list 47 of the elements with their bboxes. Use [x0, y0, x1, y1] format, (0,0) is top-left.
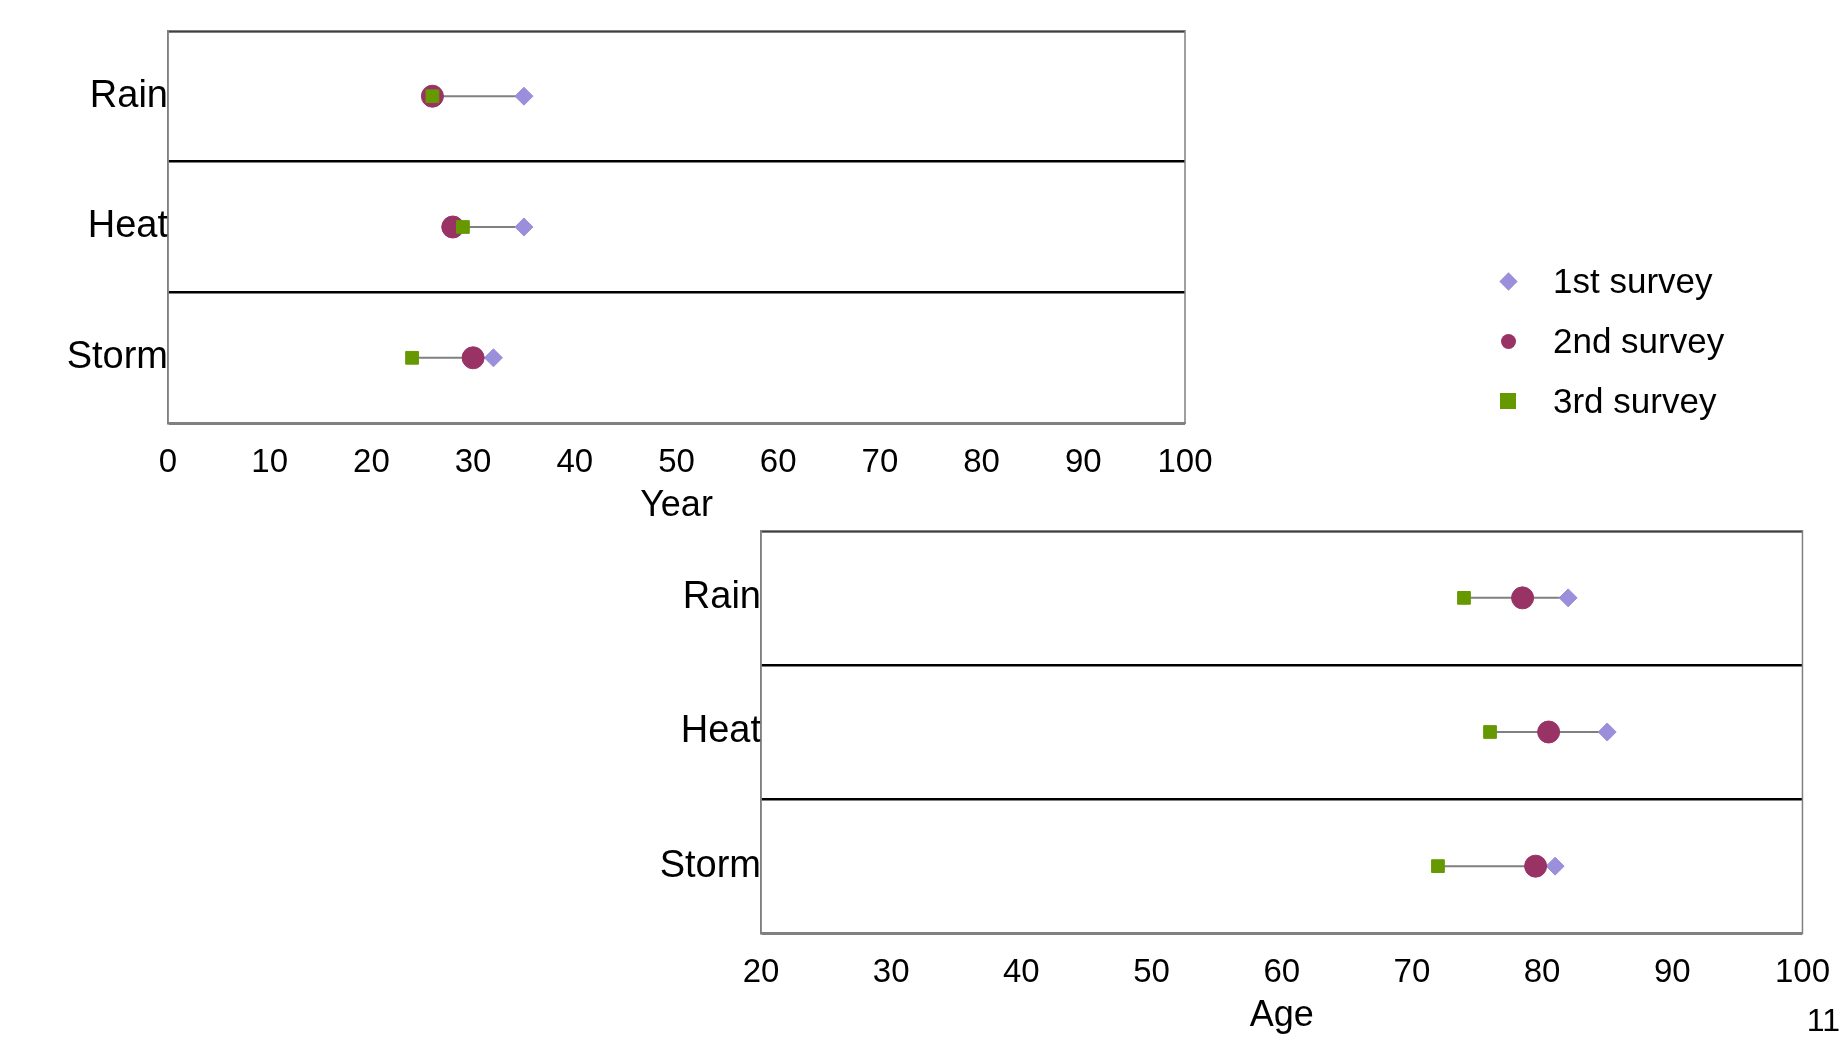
y-tick-label: Heat: [680, 708, 762, 751]
x-tick-label: 70: [1393, 952, 1431, 990]
x-tick-label: 20: [742, 952, 780, 990]
point: [456, 220, 470, 234]
y-tick-label: Storm: [66, 334, 168, 377]
legend-label: 2nd survey: [1553, 321, 1725, 361]
x-axis-title: Age: [1249, 993, 1314, 1035]
x-tick-label: 60: [759, 442, 797, 480]
point: [1524, 854, 1548, 878]
x-tick-label: 100: [1774, 952, 1830, 990]
x-tick-label: 80: [1523, 952, 1561, 990]
x-axis-title: Year: [640, 483, 713, 525]
x-tick-label: 80: [963, 442, 1000, 480]
x-tick-label: 0: [158, 442, 178, 480]
y-tick-label: Rain: [682, 574, 761, 617]
point: [1545, 856, 1565, 876]
x-tick-label: 40: [1003, 952, 1040, 990]
point: [1483, 725, 1497, 739]
x-tick-label: 70: [861, 442, 899, 480]
x-tick-label: 60: [1263, 952, 1301, 990]
legend-label: 1st survey: [1553, 261, 1713, 301]
point: [405, 350, 419, 365]
x-tick-label: 10: [251, 442, 289, 480]
legend-label: 3rd survey: [1553, 381, 1717, 421]
x-tick-label: 40: [556, 442, 594, 480]
point: [461, 346, 485, 370]
y-tick-label: Rain: [89, 72, 168, 115]
y-tick-label: Heat: [87, 203, 169, 246]
point: [514, 217, 534, 237]
point: [514, 86, 534, 106]
point: [1457, 591, 1471, 605]
x-tick-label: 90: [1064, 442, 1102, 480]
x-tick-label: 100: [1157, 442, 1213, 480]
point: [1597, 722, 1617, 742]
point: [483, 348, 503, 368]
point: [1558, 588, 1578, 608]
x-tick-label: 50: [658, 442, 695, 480]
point: [1511, 586, 1535, 610]
x-tick-label: 50: [1133, 952, 1170, 990]
x-tick-label: 30: [872, 952, 910, 990]
point: [1537, 720, 1561, 744]
y-tick-label: Storm: [659, 842, 761, 885]
x-tick-label: 90: [1653, 952, 1691, 990]
point: [1431, 859, 1445, 873]
x-tick-label: 20: [353, 442, 390, 480]
text: 11: [1806, 1002, 1840, 1038]
x-tick-label: 30: [454, 442, 492, 480]
